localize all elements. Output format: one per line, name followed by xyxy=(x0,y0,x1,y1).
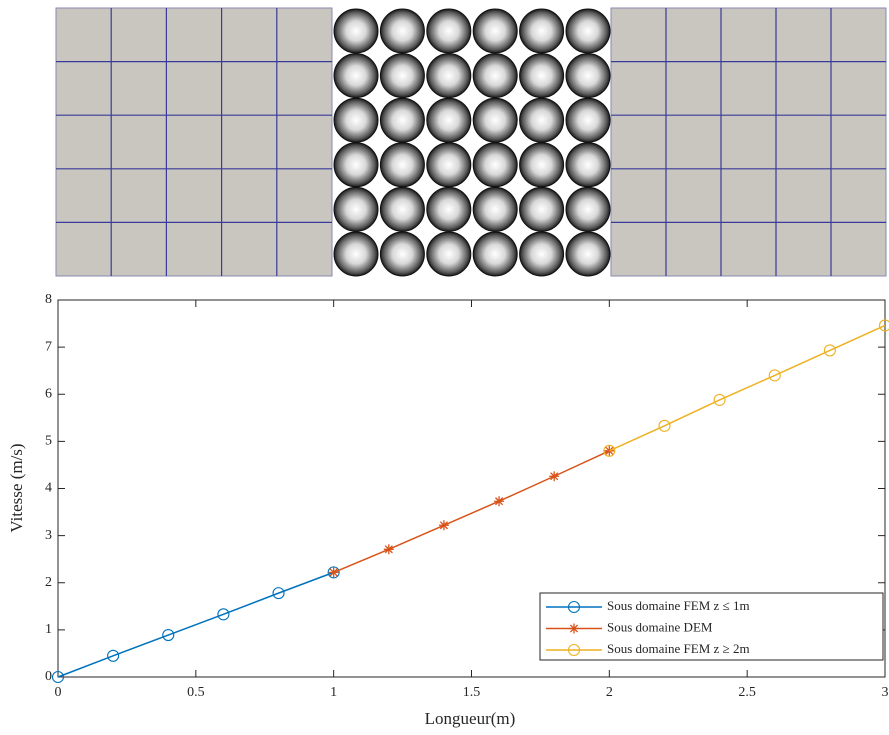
data-point xyxy=(878,319,889,332)
dem-particle xyxy=(333,231,379,277)
data-point xyxy=(604,445,615,456)
dem-particle xyxy=(426,97,472,143)
y-tick-label: 0 xyxy=(45,669,52,684)
dem-particle xyxy=(426,231,472,277)
x-axis-label: Longueur(m) xyxy=(425,709,516,728)
dem-particle xyxy=(333,8,379,54)
dem-particle xyxy=(379,231,425,277)
dem-particle xyxy=(472,231,518,277)
y-tick-label: 2 xyxy=(45,575,52,590)
x-tick-label: 1 xyxy=(330,685,337,700)
y-axis-label: Vitesse (m/s) xyxy=(7,443,26,532)
data-point xyxy=(328,567,339,578)
dem-particle xyxy=(519,8,565,54)
dem-particle xyxy=(379,53,425,99)
x-tick-label: 2 xyxy=(606,685,613,700)
data-point xyxy=(603,444,616,457)
data-point xyxy=(217,608,230,621)
dem-particle xyxy=(519,186,565,232)
data-point xyxy=(823,344,836,357)
x-tick-label: 1.5 xyxy=(463,685,481,700)
data-point xyxy=(51,670,65,684)
series-line xyxy=(333,450,610,574)
legend-marker xyxy=(569,623,579,634)
dem-particle xyxy=(426,8,472,54)
dem-particle xyxy=(379,97,425,143)
dem-particle xyxy=(565,97,611,143)
dem-particle xyxy=(379,186,425,232)
dem-particle xyxy=(519,97,565,143)
data-point xyxy=(713,393,726,406)
data-point xyxy=(107,649,120,662)
series-line xyxy=(609,324,886,452)
data-point xyxy=(768,369,781,382)
dem-particle xyxy=(472,97,518,143)
y-tick-label: 5 xyxy=(45,434,52,449)
data-point xyxy=(658,419,671,432)
legend-marker xyxy=(567,643,581,657)
y-tick-label: 1 xyxy=(45,622,52,637)
series-line xyxy=(57,571,334,678)
dem-particle xyxy=(565,186,611,232)
x-tick-label: 0 xyxy=(55,685,62,700)
dem-particle xyxy=(519,231,565,277)
dem-particle xyxy=(333,142,379,188)
dem-particle xyxy=(565,142,611,188)
legend-label: Sous domaine FEM z ≤ 1m xyxy=(607,598,750,613)
dem-particle xyxy=(426,186,472,232)
dem-particle xyxy=(379,8,425,54)
legend-marker xyxy=(567,600,581,614)
dem-particle xyxy=(426,53,472,99)
dem-particle xyxy=(472,142,518,188)
y-tick-label: 4 xyxy=(45,481,52,496)
fem-mesh xyxy=(55,7,333,277)
data-point xyxy=(162,629,175,642)
dem-particle xyxy=(333,53,379,99)
dem-particle xyxy=(426,142,472,188)
dem-particle xyxy=(472,53,518,99)
dem-particle xyxy=(565,231,611,277)
x-tick-label: 0.5 xyxy=(187,685,205,700)
y-tick-label: 6 xyxy=(45,386,52,401)
data-point xyxy=(549,471,560,482)
dem-particle xyxy=(472,8,518,54)
chart: Longueur(m) Vitesse (m/s) 0 0.5 1 1.5 2 2.5 3 0… xyxy=(7,292,889,728)
domain-illustration xyxy=(55,7,887,277)
dem-particle xyxy=(565,8,611,54)
dem-particle xyxy=(519,53,565,99)
legend-label: Sous domaine FEM z ≥ 2m xyxy=(607,641,750,656)
y-tick-label: 3 xyxy=(45,528,52,543)
dem-particle xyxy=(519,142,565,188)
legend-label: Sous domaine DEM xyxy=(607,619,713,634)
data-point xyxy=(438,520,449,531)
data-point xyxy=(327,566,340,579)
dem-particle xyxy=(333,97,379,143)
y-tick-label: 7 xyxy=(45,339,52,354)
dem-particle xyxy=(472,186,518,232)
dem-particle xyxy=(333,186,379,232)
y-tick-label: 8 xyxy=(45,292,52,307)
dem-particle xyxy=(565,53,611,99)
data-point xyxy=(383,544,394,555)
x-tick-label: 3 xyxy=(882,685,889,700)
x-tick-label: 2.5 xyxy=(738,685,756,700)
fem-mesh xyxy=(610,7,887,277)
legend: Sous domaine FEM z ≤ 1m Sous domaine DEM S… xyxy=(539,592,884,661)
data-point xyxy=(494,496,505,507)
dem-particle xyxy=(379,142,425,188)
legend-box xyxy=(539,592,884,661)
data-point xyxy=(272,587,285,600)
